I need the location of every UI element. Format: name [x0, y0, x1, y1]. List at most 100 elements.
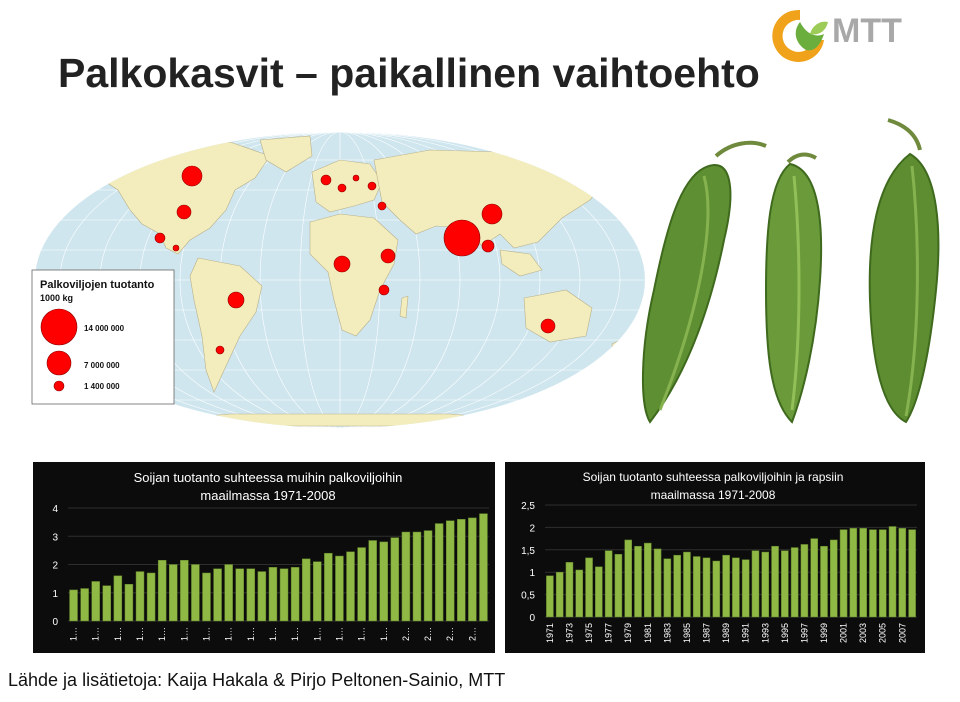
c2-xtick-label: 1999 [819, 623, 829, 643]
chart2-bars [546, 526, 916, 618]
c2-xtick-label: 1975 [584, 623, 594, 643]
slide-title: Palkokasvit – paikallinen vaihtoehto [58, 50, 760, 96]
bubble-myanmar [481, 239, 495, 253]
pea-pods-illustration [641, 118, 940, 424]
c1-bar [102, 585, 112, 622]
c2-bar [585, 557, 593, 618]
c2-bar [565, 562, 574, 618]
africa [309, 213, 399, 337]
c1-bar [290, 567, 300, 622]
chart1-title-line1: Soijan tuotanto suhteessa muihin palkovi… [134, 470, 403, 485]
legend-bubble-small [53, 380, 65, 392]
chart2-title-line1: Soijan tuotanto suhteessa palkoviljoihin… [583, 470, 844, 484]
bubble-mexico [154, 232, 166, 244]
c2-bar [653, 548, 662, 618]
c2-bar [702, 557, 711, 618]
c2-xtick-label: 1971 [545, 623, 555, 643]
c2-bar [732, 557, 740, 618]
c1-xtick-label: 1… [135, 627, 145, 641]
c1-bar [457, 519, 466, 622]
c1-bar [412, 531, 422, 622]
c1-xtick-label: 2… [401, 627, 411, 641]
world-map: Palkoviljojen tuotanto 1000 kg 14 000 00… [31, 132, 645, 428]
mtt-logo: MTT [772, 9, 902, 62]
australia [523, 289, 593, 343]
c1-bar [246, 568, 256, 622]
c2-bar [741, 559, 750, 618]
c2-bar [624, 539, 632, 618]
c2-bar [878, 529, 887, 618]
c1-bar [124, 584, 134, 622]
pea-pod-2 [764, 152, 823, 424]
c2-xtick-label: 1977 [604, 623, 614, 643]
bubble-europe-b [337, 183, 347, 193]
map-legend: Palkoviljojen tuotanto 1000 kg 14 000 00… [31, 269, 175, 405]
chart2-title-line2: maailmassa 1971-2008 [651, 488, 776, 502]
c1-bar [69, 589, 78, 622]
bubble-canada [181, 165, 203, 187]
c1-ytick-label: 3 [52, 532, 58, 543]
c2-bar [673, 554, 681, 618]
c1-xtick-label: 1… [357, 627, 367, 641]
c1-bar [301, 558, 311, 622]
c2-bar [751, 550, 760, 618]
c2-xtick-label: 1991 [741, 623, 751, 643]
c1-bar [213, 568, 222, 622]
madagascar [399, 295, 409, 319]
c2-xtick-label: 1973 [564, 623, 574, 643]
c1-xtick-label: 1… [201, 627, 211, 641]
c2-bar [644, 542, 652, 618]
c1-bar [445, 520, 455, 622]
logo-text: MTT [832, 12, 902, 50]
c2-bar [683, 551, 691, 618]
legend-label-small: 1 400 000 [84, 382, 120, 391]
logo-leaf-light [810, 21, 828, 35]
c1-xtick-label: 2… [445, 627, 455, 641]
c2-bar [722, 554, 730, 618]
c2-ytick-label: 0 [529, 613, 535, 624]
bubble-ethiopia [380, 248, 396, 264]
c1-xtick-label: 1… [312, 627, 322, 641]
c2-bar [546, 575, 554, 618]
europe [311, 159, 383, 213]
c2-xtick-label: 1989 [721, 623, 731, 643]
c1-bar [335, 555, 344, 622]
c2-xtick-label: 2001 [839, 623, 849, 643]
chart1-title-line2: maailmassa 1971-2008 [200, 488, 335, 503]
chart1-y-axis: 0 1 2 3 4 [52, 504, 58, 628]
c1-bar [468, 517, 477, 622]
c2-bar [888, 526, 897, 618]
c1-bar [279, 568, 289, 622]
c2-ytick-label: 0,5 [521, 591, 535, 602]
c1-xtick-label: 1… [91, 627, 101, 641]
c2-bar [820, 545, 828, 618]
c1-xtick-label: 1… [113, 627, 123, 641]
c1-bar [346, 551, 355, 622]
chart2-svg: Soijan tuotanto suhteessa palkoviljoihin… [521, 470, 917, 643]
bubble-turkey [377, 201, 387, 211]
c1-bar [180, 560, 189, 622]
c2-xtick-label: 1985 [682, 623, 692, 643]
c2-ytick-label: 1,5 [521, 546, 535, 557]
c1-bar [157, 560, 167, 622]
c2-bar [790, 547, 799, 618]
c1-bar [146, 572, 156, 622]
c1-xtick-label: 1… [69, 627, 79, 641]
c2-bar [810, 538, 818, 618]
bubble-europe-c [352, 174, 360, 182]
c1-ytick-label: 4 [52, 504, 58, 515]
c2-bar [595, 566, 603, 618]
c2-bar [849, 528, 858, 618]
c2-ytick-label: 1 [529, 568, 535, 579]
chart2-y-axis: 0 0,5 1 1,5 2 2,5 [521, 501, 535, 624]
c2-ytick-label: 2,5 [521, 501, 535, 512]
bubble-brazil [227, 291, 245, 309]
bubble-europe-a [320, 174, 332, 186]
bubble-nigeria [333, 255, 351, 273]
c2-xtick-label: 1997 [799, 623, 809, 643]
c2-xtick-label: 1987 [702, 623, 712, 643]
bubble-argentina [215, 345, 225, 355]
c2-bar [859, 528, 867, 618]
c1-bar [357, 547, 366, 622]
c2-bar [575, 569, 584, 618]
